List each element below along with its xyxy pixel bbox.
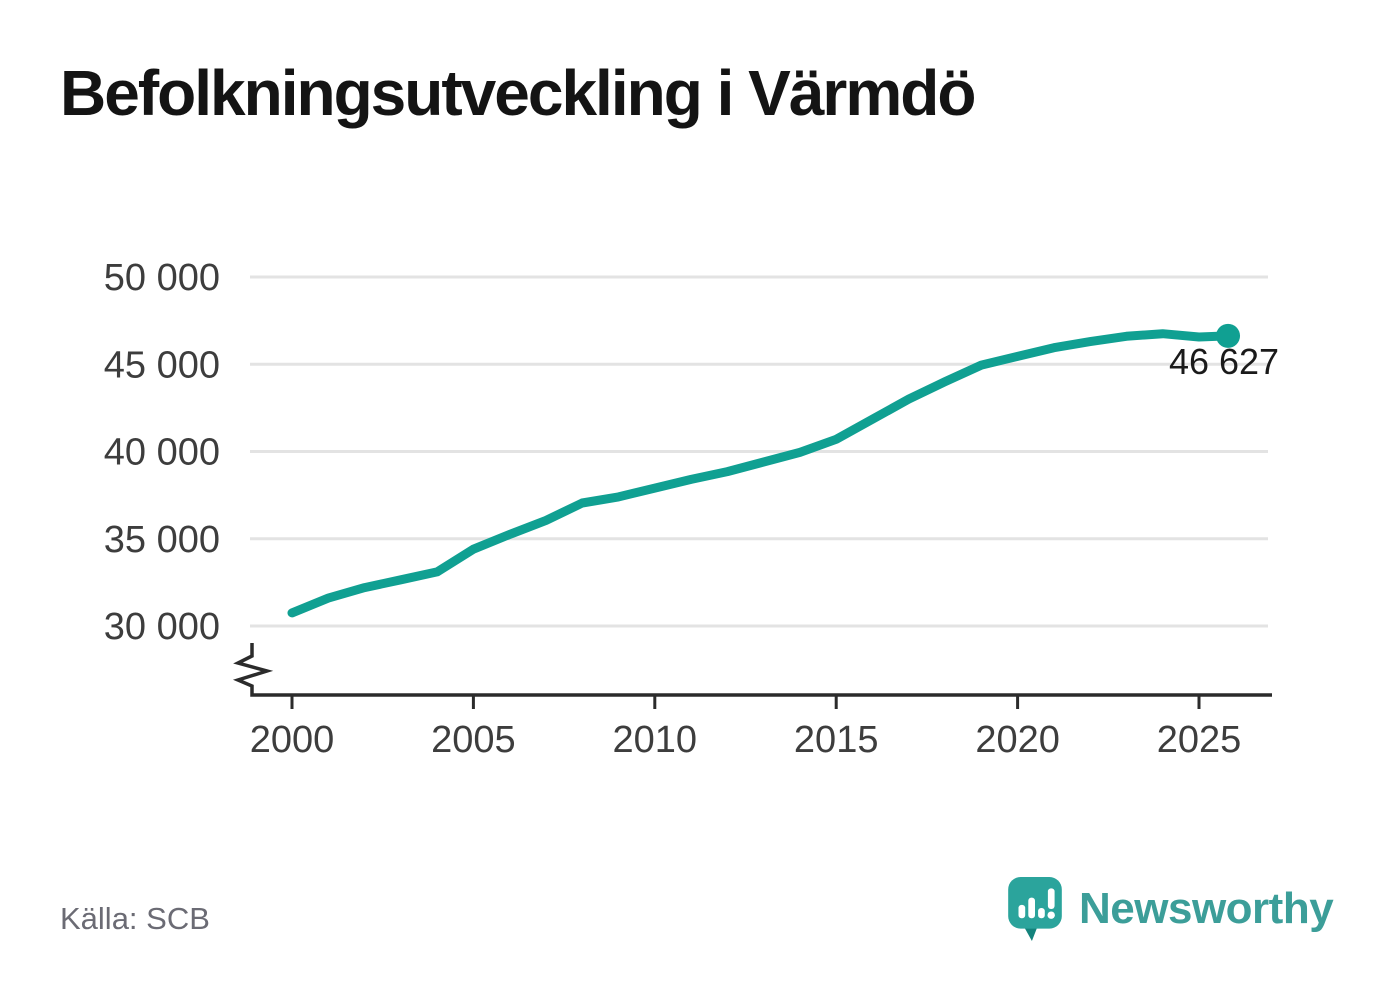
y-tick-label: 40 000 <box>104 432 220 474</box>
x-tick-label: 2000 <box>250 719 335 761</box>
x-tick-label: 2010 <box>613 719 698 761</box>
y-tick-label: 45 000 <box>104 344 220 386</box>
latest-point-marker <box>1216 323 1241 348</box>
x-axis-with-break <box>232 643 1272 697</box>
chart-title: Befolkningsutveckling i Värmdö <box>60 57 976 129</box>
x-tick-label: 2005 <box>431 719 516 761</box>
latest-value-label: 46 627 <box>1169 341 1279 382</box>
newsworthy-logo: Newsworthy <box>1008 877 1334 943</box>
x-tick-label: 2025 <box>1157 719 1242 761</box>
x-tick-label: 2020 <box>975 719 1060 761</box>
y-tick-label: 30 000 <box>104 606 220 648</box>
y-tick-label: 35 000 <box>104 519 220 561</box>
x-tick-label: 2015 <box>794 719 879 761</box>
source-note: Källa: SCB <box>60 901 210 936</box>
y-tick-label: 50 000 <box>104 257 220 299</box>
brand-name: Newsworthy <box>1079 884 1334 933</box>
newsworthy-logo-icon <box>1008 877 1062 941</box>
population-line <box>287 329 1233 618</box>
